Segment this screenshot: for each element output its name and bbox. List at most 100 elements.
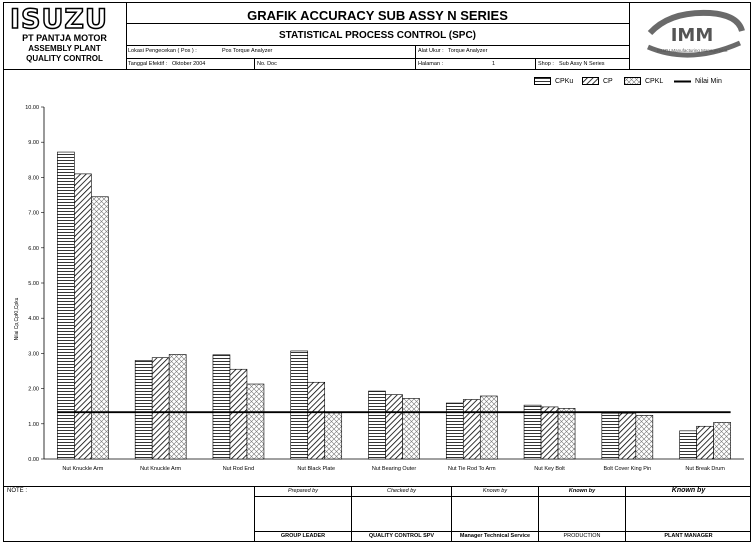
spc-bar-chart: Nilai Cp,CpKl,Cpku 0.00 1.00 2.00 3.00 4.00 5… — [14, 105, 744, 472]
halaman-value: 1 — [492, 61, 496, 67]
bar-cpkl — [713, 422, 731, 460]
role-production: PRODUCTION — [563, 533, 601, 539]
legend-cpku: CPKu — [534, 77, 573, 86]
bar-cpku — [290, 350, 309, 460]
y-tick-label: 5.00 — [28, 281, 39, 287]
report-subtitle: STATISTICAL PROCESS CONTROL (SPC) — [278, 30, 477, 41]
role-manager-ts: Manager Technical Service — [459, 533, 531, 539]
bar-cpkl — [402, 398, 420, 460]
bar-cp — [385, 394, 403, 460]
x-tick-label: Nut Bearing Outer — [372, 466, 416, 472]
y-tick-label: 1.00 — [28, 422, 39, 428]
role-qc-spv: QUALITY CONTROL SPV — [368, 533, 435, 539]
report-title: GRAFIK ACCURACY SUB ASSY N SERIES — [247, 8, 508, 23]
x-tick-label: Nut Knuckle Arm — [140, 466, 181, 472]
bar-cp — [540, 406, 559, 460]
bar-cpkl — [324, 412, 343, 460]
bar-cpku — [601, 412, 620, 460]
footer-div-1 — [254, 486, 255, 542]
y-tick-label: 4.00 — [28, 316, 39, 322]
imm-logo-text: IMM — [671, 25, 714, 46]
footer-div-2 — [351, 486, 352, 542]
company-block: ISUZU PT PANTJA MOTOR ASSEMBLY PLANT QUA… — [4, 3, 127, 69]
plant-name: ASSEMBLY PLANT — [28, 44, 101, 53]
legend-nilai-min: Nilai Min — [674, 78, 722, 85]
info-divider-1 — [415, 45, 416, 69]
bar-cp — [307, 381, 326, 460]
checked-label: Checked by — [386, 488, 417, 494]
header-bottom-divider — [4, 69, 751, 70]
bar-cpku — [212, 354, 231, 460]
bar-cpkl — [479, 395, 498, 460]
footer-div-5 — [625, 486, 626, 542]
company-name: PT PANTJA MOTOR — [22, 33, 107, 43]
x-tick-label: Nut Black Plate — [297, 466, 335, 472]
footer-div-4 — [538, 486, 539, 542]
y-tick-label: 0.00 — [28, 457, 39, 463]
x-tick-label: Nut Break Drum — [685, 466, 725, 472]
known-label-1: Known by — [482, 488, 508, 494]
bar-cpkl — [91, 196, 109, 460]
imm-logo-tagline: ISUZU Manufacturing Management — [657, 48, 729, 53]
tanggal-value: Oktober 2004 — [172, 61, 206, 67]
x-tick-label: Nut Tie Rod To Arm — [448, 466, 496, 472]
halaman-label: Halaman : — [418, 61, 444, 67]
role-plant-manager: PLANT MANAGER — [664, 533, 713, 539]
legend-cp: CP — [582, 77, 613, 86]
x-tick-label: Nut Knuckle Arm — [62, 466, 103, 472]
x-tick-label: Nut Key Bolt — [534, 466, 565, 472]
info-divider-2 — [535, 58, 536, 69]
y-tick-label: 10.00 — [25, 105, 39, 111]
bar-cp — [462, 399, 481, 460]
legend-cpkl: CPKL — [624, 77, 663, 86]
y-tick-label: 8.00 — [28, 175, 39, 181]
shop-value: Sub Assy N Series — [559, 61, 605, 67]
bar-cp — [74, 173, 92, 460]
imm-logo-icon: IMM ISUZU Manufacturing Management — [647, 9, 745, 58]
report-frame: ISUZU PT PANTJA MOTOR ASSEMBLY PLANT QUA… — [3, 2, 751, 542]
footer-top-divider — [4, 486, 751, 487]
bar-cpku — [523, 404, 542, 460]
note-label: NOTE : — [7, 488, 28, 494]
bar-cp — [618, 412, 637, 460]
x-tick-label: Nut Rod End — [223, 466, 255, 472]
y-tick-label: 7.00 — [28, 211, 39, 217]
bar-cpku — [134, 360, 153, 460]
role-group-leader: GROUP LEADER — [280, 533, 326, 539]
known-label-3: Known by — [671, 487, 706, 494]
isuzu-logo: ISUZU — [9, 3, 108, 36]
bar-cp — [151, 357, 170, 460]
y-tick-label: 9.00 — [28, 140, 39, 146]
y-tick-label: 3.00 — [28, 351, 39, 357]
bar-cpkl — [246, 383, 265, 460]
bar-cp — [696, 425, 714, 460]
bar-cpku — [368, 390, 386, 460]
info-top-divider — [126, 45, 629, 46]
known-label-2: Known by — [568, 488, 596, 494]
bar-cpkl — [635, 415, 654, 460]
bar-cpkl — [168, 354, 187, 460]
x-tick-label: Bolt Cover King Pin — [603, 466, 651, 472]
dept-name: QUALITY CONTROL — [26, 54, 103, 63]
y-tick-label: 2.00 — [28, 387, 39, 393]
footer-div-3 — [451, 486, 452, 542]
info-mid-divider — [126, 58, 629, 59]
info-divider-3 — [254, 58, 255, 69]
title-divider — [126, 23, 629, 24]
alat-value: Torque Analyzer — [448, 48, 488, 54]
y-axis-label: Nilai Cp,CpKl,Cpku — [14, 297, 20, 340]
bar-cpkl — [557, 408, 576, 460]
bar-cpku — [679, 430, 697, 460]
lokasi-label: Lokasi Pengecekan ( Pos ) : — [128, 48, 197, 54]
tanggal-label: Tanggal Efektif : — [128, 61, 168, 67]
prepared-label: Prepared by — [288, 488, 318, 494]
footer-sign-top — [254, 496, 751, 497]
alat-label: Alat Ukur : — [418, 48, 444, 54]
lokasi-value: Pos Torque Analyzer — [222, 48, 273, 54]
y-tick-label: 6.00 — [28, 246, 39, 252]
footer-sign-bottom — [254, 531, 751, 532]
title-block: GRAFIK ACCURACY SUB ASSY N SERIES STATIS… — [126, 3, 629, 69]
bar-cp — [229, 368, 248, 460]
shop-label: Shop : — [538, 61, 554, 67]
nodoc-label: No. Doc — [257, 61, 277, 67]
